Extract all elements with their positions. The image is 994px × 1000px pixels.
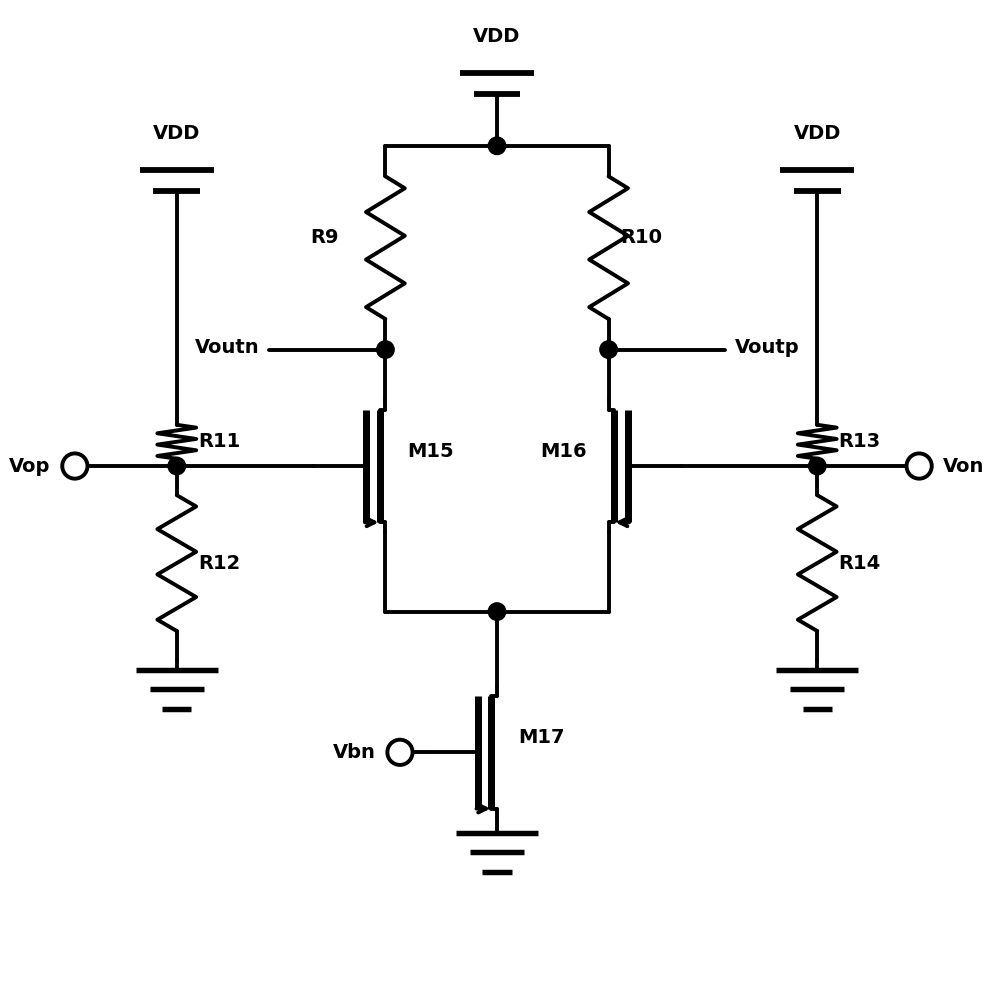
Circle shape [488, 603, 506, 620]
Text: Voutn: Voutn [195, 338, 259, 357]
Text: VDD: VDD [793, 124, 841, 143]
Text: Vbn: Vbn [333, 743, 376, 762]
Circle shape [168, 457, 186, 475]
Text: M17: M17 [518, 728, 565, 747]
Circle shape [808, 457, 826, 475]
Text: Vop: Vop [9, 457, 51, 476]
Circle shape [907, 453, 931, 479]
Text: R14: R14 [839, 554, 881, 573]
Circle shape [377, 341, 395, 358]
Text: R12: R12 [198, 554, 241, 573]
Text: VDD: VDD [473, 27, 521, 46]
Circle shape [388, 740, 413, 765]
Circle shape [599, 341, 617, 358]
Text: VDD: VDD [153, 124, 201, 143]
Text: R11: R11 [198, 432, 241, 451]
Text: R9: R9 [310, 228, 339, 247]
Text: Von: Von [943, 457, 985, 476]
Text: M16: M16 [541, 442, 587, 461]
Circle shape [63, 453, 87, 479]
Text: M15: M15 [407, 442, 453, 461]
Text: Voutp: Voutp [735, 338, 799, 357]
Text: R10: R10 [620, 228, 662, 247]
Circle shape [488, 137, 506, 155]
Text: R13: R13 [839, 432, 881, 451]
